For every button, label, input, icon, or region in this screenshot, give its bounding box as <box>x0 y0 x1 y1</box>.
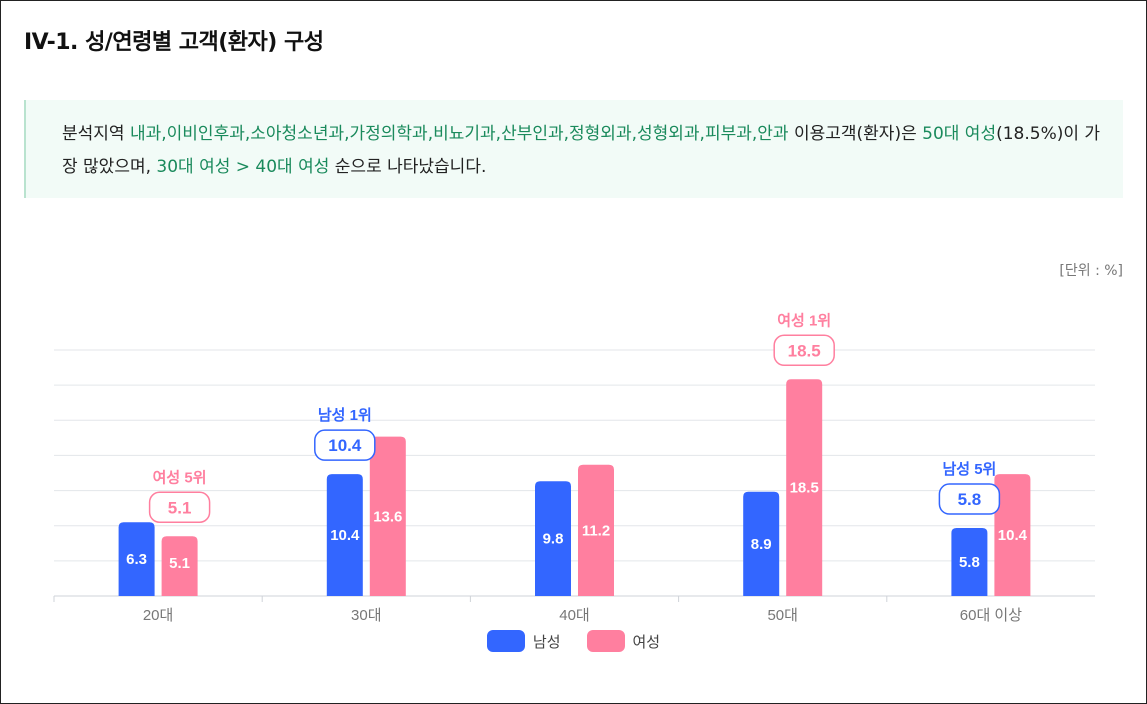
rank-callout-box <box>314 429 376 461</box>
bar-value-label: 13.6 <box>373 508 402 525</box>
x-tick-label: 60대 이상 <box>960 607 1022 624</box>
rank-callout-value: 5.1 <box>168 498 192 517</box>
summary-box: 분석지역 내과,이비인후과,소아청소년과,가정의학과,비뇨기과,산부인과,정형외… <box>24 100 1123 198</box>
summary-text-1: 분석지역 <box>62 124 130 144</box>
x-tick-label: 20대 <box>143 607 174 624</box>
bar-male <box>326 474 363 596</box>
legend-item-female[interactable]: 여성 <box>586 630 661 652</box>
summary-top-group: 50대 여성 <box>922 124 997 144</box>
bar-male <box>535 481 571 596</box>
rank-callout-value: 5.8 <box>958 490 982 509</box>
bar-value-label: 11.2 <box>582 522 610 539</box>
legend-label-male: 남성 <box>532 632 561 651</box>
summary-text-4: 순으로 나타났습니다. <box>329 157 487 177</box>
rank-callout-box <box>773 334 835 367</box>
bar-male <box>951 528 988 596</box>
bar-male <box>118 522 155 596</box>
bar-value-label: 9.8 <box>543 531 564 548</box>
bar-female <box>161 536 198 596</box>
rank-callout-label: 여성 1위 <box>777 311 831 329</box>
summary-ranking: 30대 여성 > 40대 여성 <box>156 157 330 177</box>
bar-female <box>578 464 614 596</box>
bar-female <box>369 436 406 596</box>
legend-label-female: 여성 <box>632 632 661 651</box>
x-tick-label: 30대 <box>351 607 382 624</box>
summary-text-2: 이용고객(환자)은 <box>788 124 923 144</box>
legend-item-male[interactable]: 남성 <box>486 630 561 652</box>
rank-callout-box <box>938 483 1001 515</box>
bar-value-label: 10.4 <box>330 527 360 544</box>
rank-callout-value: 10.4 <box>328 436 362 455</box>
x-tick-label: 50대 <box>767 607 798 624</box>
bar-value-label: 5.8 <box>959 554 980 571</box>
bar-male <box>743 491 780 596</box>
legend-swatch-male <box>486 630 525 652</box>
rank-callout-box <box>148 491 211 524</box>
rank-callout-label: 여성 5위 <box>153 468 207 486</box>
bar-female <box>786 379 823 596</box>
legend-swatch-female <box>586 630 625 652</box>
rank-callout-label: 남성 5위 <box>942 460 996 478</box>
bar-value-label: 10.4 <box>998 527 1028 544</box>
summary-text-3: (18.5%)이 가장 많았으며, <box>62 124 1101 177</box>
page-title: IV-1. 성/연령별 고객(환자) 구성 <box>24 30 324 55</box>
unit-label: [단위 : %] <box>1059 263 1123 279</box>
bar-value-label: 5.1 <box>169 555 190 572</box>
rank-callout-label: 남성 1위 <box>318 406 372 424</box>
rank-callout-value: 18.5 <box>788 341 821 360</box>
summary-departments: 내과,이비인후과,소아청소년과,가정의학과,비뇨기과,산부인과,정형외과,성형외… <box>129 124 789 144</box>
bar-female <box>994 474 1031 596</box>
bar-value-label: 6.3 <box>126 551 147 568</box>
x-tick-label: 40대 <box>559 607 590 624</box>
chart-legend: 남성 여성 <box>0 630 1147 652</box>
bar-value-label: 8.9 <box>751 536 772 553</box>
bar-value-label: 18.5 <box>790 480 819 497</box>
